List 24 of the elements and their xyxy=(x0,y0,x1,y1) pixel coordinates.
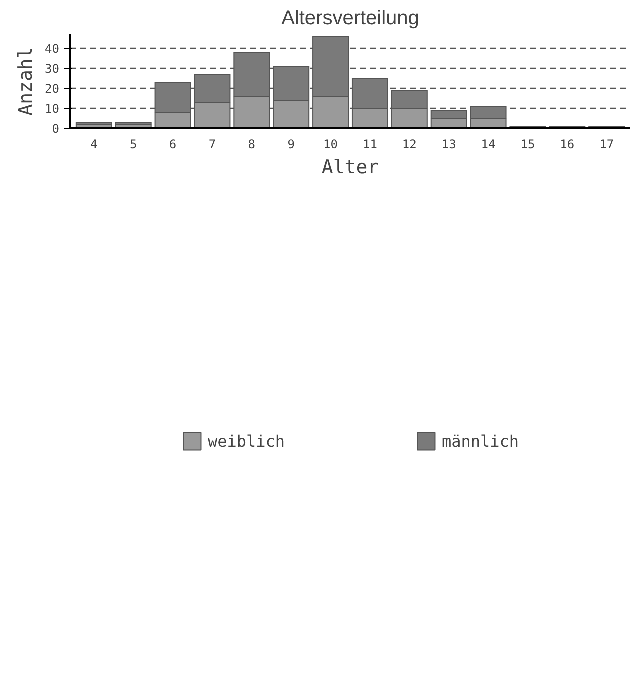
chart-title: Altersverteilung xyxy=(282,8,420,30)
x-tick-label: 10 xyxy=(324,138,338,152)
legend-label: männlich xyxy=(442,432,520,450)
x-tick-label: 7 xyxy=(208,138,216,152)
x-tick-label: 5 xyxy=(130,138,138,152)
x-tick-label: 9 xyxy=(288,138,295,152)
x-axis-title: Alter xyxy=(322,156,380,178)
y-tick-label: 30 xyxy=(45,62,60,76)
x-tick-label: 8 xyxy=(248,138,256,152)
x-tick-label: 17 xyxy=(600,138,614,152)
y-tick-label: 0 xyxy=(52,122,60,136)
x-tick-label: 6 xyxy=(169,138,177,152)
y-tick-label: 20 xyxy=(45,82,60,96)
x-tick-label: 15 xyxy=(520,138,536,152)
legend-label: weiblich xyxy=(208,432,285,450)
y-tick-label: 10 xyxy=(45,102,60,116)
x-tick-label: 13 xyxy=(442,138,456,152)
y-axis-title: Anzahl xyxy=(15,47,38,116)
x-tick-label: 12 xyxy=(402,138,417,152)
x-tick-label: 11 xyxy=(362,138,378,152)
x-tick-label: 14 xyxy=(481,138,496,152)
y-tick-label: 40 xyxy=(45,42,60,56)
x-tick-label: 4 xyxy=(90,138,98,152)
x-tick-label: 16 xyxy=(560,138,575,152)
